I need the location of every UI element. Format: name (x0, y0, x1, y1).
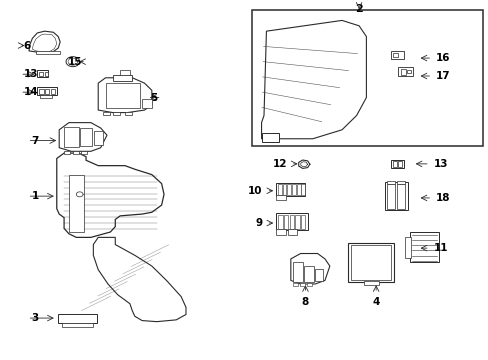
Bar (251, 10, 483, 146)
Bar (396, 184, 405, 209)
Bar (39, 72, 43, 76)
Polygon shape (98, 78, 152, 113)
Bar (142, 99, 152, 108)
Bar (61, 323, 93, 327)
Text: 3: 3 (31, 313, 39, 323)
Text: 10: 10 (247, 186, 262, 196)
Bar (301, 215, 305, 229)
Text: 13: 13 (24, 69, 39, 79)
Bar (113, 112, 120, 116)
Bar (397, 67, 412, 76)
Text: 6: 6 (23, 41, 30, 50)
Bar (125, 112, 132, 116)
Bar (287, 184, 291, 195)
Bar (400, 69, 406, 75)
Bar (94, 131, 103, 145)
Bar (44, 89, 49, 94)
Text: 9: 9 (255, 218, 262, 228)
Bar (396, 181, 405, 184)
Polygon shape (93, 237, 185, 321)
Bar (278, 215, 282, 229)
Text: 18: 18 (435, 193, 450, 203)
Bar (406, 70, 410, 73)
Bar (261, 134, 278, 142)
Text: 4: 4 (372, 297, 379, 307)
Text: 11: 11 (433, 243, 447, 253)
Bar (293, 283, 298, 286)
Text: 12: 12 (272, 159, 286, 169)
Bar (276, 229, 285, 234)
Bar (392, 161, 396, 167)
Bar (51, 89, 55, 94)
Bar (293, 262, 303, 282)
Bar (69, 175, 83, 232)
Bar (301, 184, 305, 195)
Bar (386, 181, 394, 184)
Bar (306, 283, 311, 286)
Bar (284, 215, 287, 229)
Bar (276, 213, 307, 230)
Text: 8: 8 (301, 297, 308, 307)
Text: 13: 13 (433, 159, 447, 169)
Text: 7: 7 (31, 136, 39, 145)
Polygon shape (29, 31, 60, 53)
Text: 15: 15 (67, 57, 82, 67)
Text: 2: 2 (354, 4, 362, 14)
Bar (64, 127, 79, 147)
Bar (292, 184, 296, 195)
Polygon shape (290, 253, 329, 284)
Text: 17: 17 (435, 71, 450, 81)
Bar (276, 195, 285, 201)
Bar (409, 232, 438, 262)
Bar (289, 215, 293, 229)
Bar (105, 83, 140, 108)
Bar (37, 87, 57, 95)
Bar (36, 51, 60, 54)
Bar (73, 150, 79, 154)
Bar (282, 184, 286, 195)
Bar (386, 184, 394, 209)
Bar (297, 184, 301, 195)
Bar (64, 150, 70, 154)
Bar (390, 160, 404, 168)
Bar (405, 237, 410, 258)
Bar (37, 70, 48, 77)
Bar (397, 161, 402, 167)
Bar (300, 283, 305, 286)
Polygon shape (59, 123, 107, 151)
Bar (58, 315, 97, 323)
Polygon shape (32, 34, 57, 51)
Bar (40, 95, 52, 98)
Bar (314, 269, 323, 281)
Text: 16: 16 (435, 53, 450, 63)
Text: 1: 1 (31, 191, 39, 201)
Polygon shape (57, 153, 163, 237)
Bar (103, 112, 110, 116)
Bar (288, 229, 297, 234)
Bar (390, 51, 404, 59)
Bar (44, 72, 47, 76)
Bar (80, 128, 92, 146)
Bar (363, 282, 378, 285)
Text: 14: 14 (24, 87, 39, 97)
Bar (81, 150, 87, 154)
Bar (120, 69, 130, 75)
Bar (295, 215, 299, 229)
Bar (304, 266, 313, 282)
Text: 5: 5 (150, 93, 158, 103)
Bar (39, 89, 43, 94)
Bar (392, 53, 397, 57)
Bar (113, 75, 132, 81)
Bar (276, 183, 305, 196)
Bar (350, 245, 390, 280)
Polygon shape (261, 21, 366, 139)
Bar (277, 184, 281, 195)
Bar (347, 243, 393, 282)
Bar (384, 182, 407, 211)
